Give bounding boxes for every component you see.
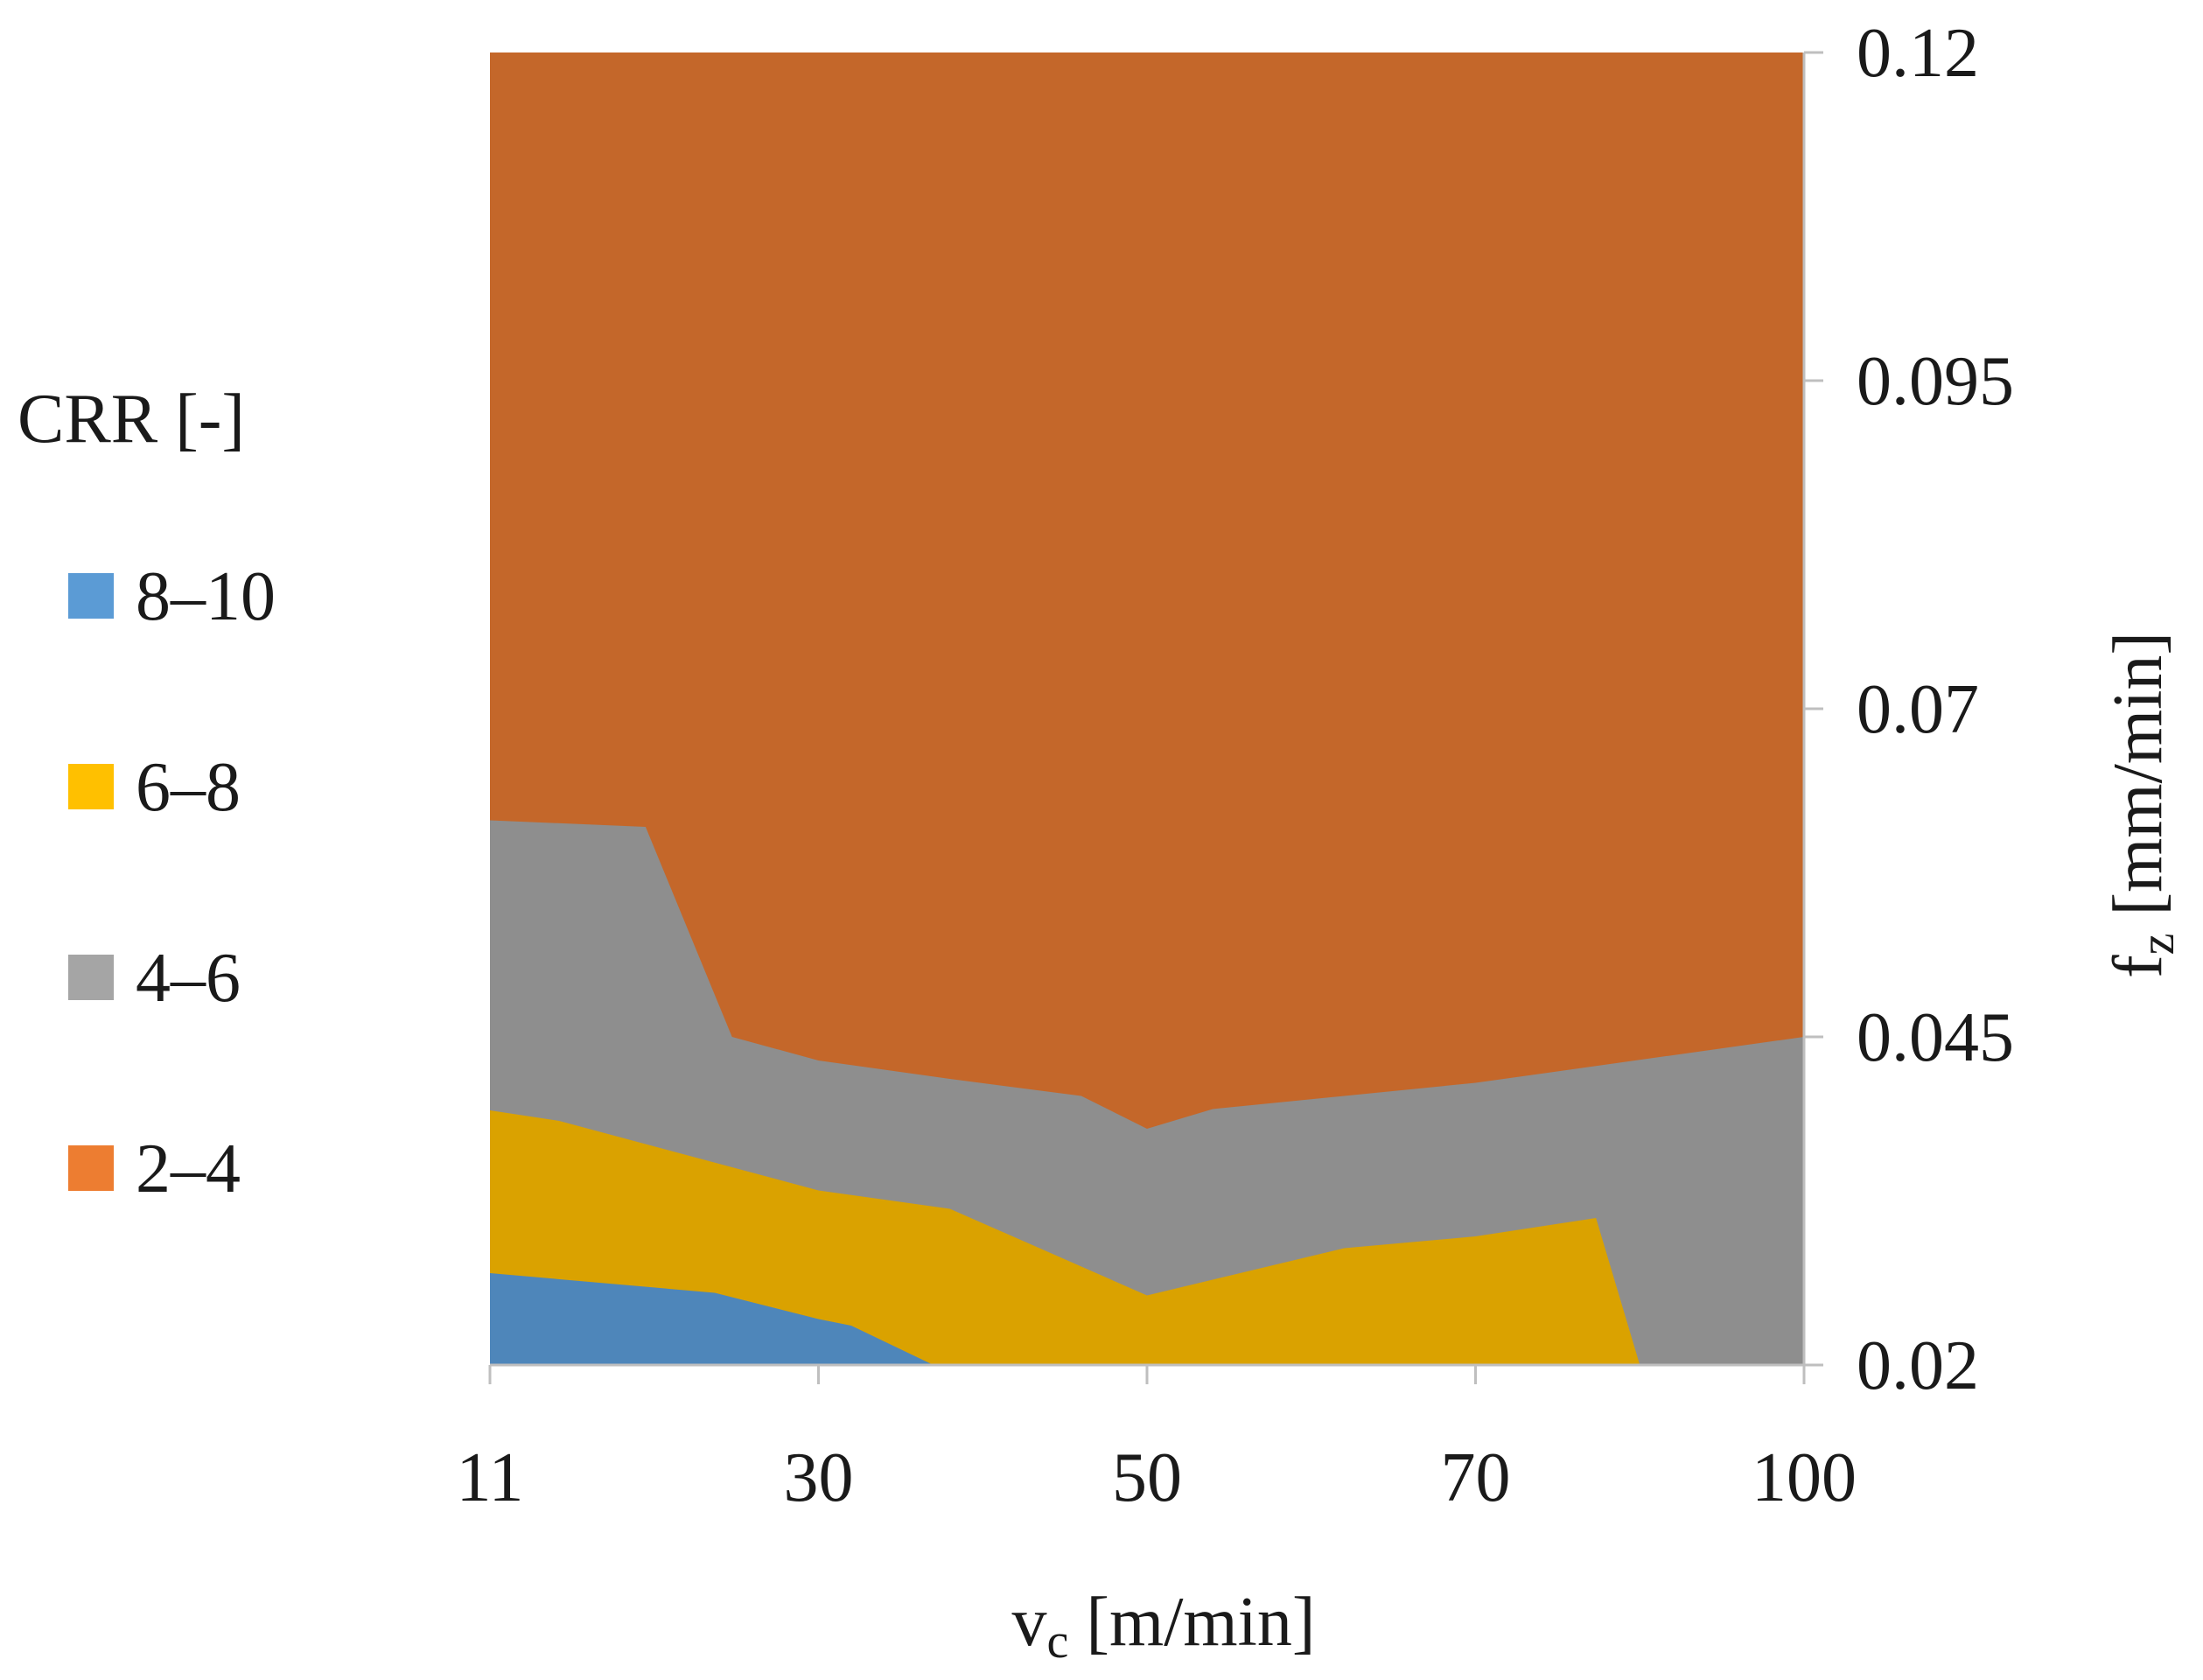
legend-label: 4–6 [136,940,241,1017]
y-tick-label: 0.02 [1857,1327,1979,1404]
y-tick-label: 0.095 [1857,343,2014,420]
legend-swatch [68,764,114,809]
legend-title: CRR [-] [17,381,245,458]
x-tick-label: 50 [1112,1439,1182,1516]
legend-label: 2–4 [136,1130,241,1208]
legend-swatch [68,955,114,1000]
region-8-10 [490,1273,934,1365]
y-tick-label: 0.12 [1857,15,1979,92]
legend-entries: 8–10 6–8 4–6 2–4 [68,558,276,1208]
x-tick-label: 11 [456,1439,523,1516]
legend-label: 8–10 [136,558,276,635]
legend-swatch [68,573,114,619]
y-tick-labels: 0.02 0.045 0.07 0.095 0.12 [1804,15,2014,1404]
x-tick-label: 30 [784,1439,854,1516]
plot-areas [490,52,1804,1365]
x-tick-label: 100 [1752,1439,1857,1516]
x-tick-labels: 11 30 50 70 100 [456,1365,1857,1516]
y-axis-title: fz [mm/min] [2100,632,2185,978]
y-tick-label: 0.045 [1857,999,2014,1076]
region-2-4 [490,52,1804,1365]
y-tick-label: 0.07 [1857,671,1979,748]
legend: CRR [-] 8–10 6–8 4–6 2–4 [17,381,276,1208]
x-axis-title: vc [m/min] [1011,1584,1315,1669]
legend-swatch [68,1145,114,1191]
region-6-8 [490,1110,1640,1365]
x-tick-label: 70 [1441,1439,1511,1516]
legend-label: 6–8 [136,749,241,826]
